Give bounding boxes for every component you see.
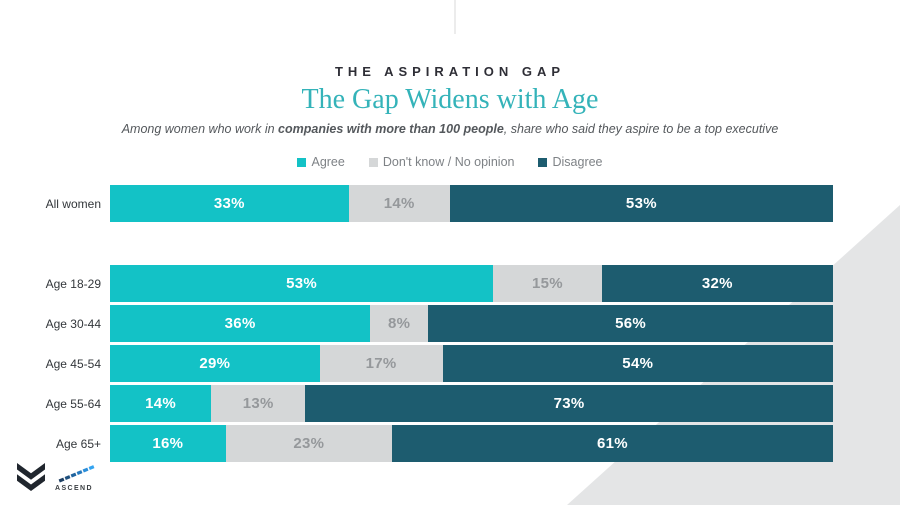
legend-swatch-icon (297, 157, 307, 167)
bar-segment: 15% (493, 265, 602, 302)
bar-segment: 54% (442, 345, 833, 382)
bar-segment: 23% (225, 425, 392, 462)
bar-group: 29% 17% 54% (110, 345, 833, 382)
bar-segment: 56% (428, 305, 833, 342)
bar-segment: 17% (319, 345, 443, 382)
bar-segment: 36% (110, 305, 371, 342)
bar-group: 33% 14% 53% (110, 185, 833, 222)
legend-swatch-icon (538, 157, 548, 167)
bar-row: All women 33% 14% 53% (0, 185, 900, 222)
value-label: 61% (596, 435, 628, 452)
value-label: 23% (293, 435, 325, 452)
bar-segment: 32% (601, 265, 833, 302)
morning-consult-logo-icon (17, 463, 45, 491)
subtitle-prefix: Among women who work in (121, 122, 279, 136)
value-label: 8% (388, 315, 411, 332)
bar-group: 16% 23% 61% (110, 425, 833, 462)
value-label: 15% (531, 275, 563, 292)
legend-label: Disagree (552, 155, 603, 169)
category-label: Age 55-64 (45, 396, 101, 411)
legend-swatch-icon (368, 157, 378, 167)
legend-label: Don't know / No opinion (382, 155, 515, 169)
top-divider-line (454, 0, 456, 34)
legend: Agree Don't know / No opinion Disagree (0, 155, 900, 169)
category-label: Age 45-54 (45, 356, 101, 371)
bar-group: 36% 8% 56% (110, 305, 833, 342)
value-label: 56% (615, 315, 646, 332)
value-label: 54% (622, 355, 654, 372)
bar-group: 14% 13% 73% (110, 385, 833, 422)
value-label: 73% (553, 395, 585, 412)
eyebrow-title: THE ASPIRATION GAP (334, 64, 566, 79)
category-label: Age 18-29 (45, 276, 101, 291)
bar-segment: 53% (449, 185, 833, 222)
bar-segment: 53% (110, 265, 494, 302)
bar-segment: 8% (370, 305, 429, 342)
bar-segment: 73% (305, 385, 833, 422)
bar-segment: 13% (211, 385, 306, 422)
value-label: 33% (213, 195, 245, 212)
value-label: 14% (383, 195, 415, 212)
value-label: 17% (365, 355, 397, 372)
legend-item: Don't know / No opinion (368, 155, 515, 169)
value-label: 13% (242, 395, 274, 412)
value-label: 16% (152, 435, 184, 452)
value-label: 29% (199, 355, 231, 372)
subtitle-bold: companies with more than 100 people (278, 122, 504, 136)
ascend-logo-text: ASCEND (55, 485, 93, 492)
subtitle-suffix: , share who said they aspire to be a top… (503, 122, 779, 136)
category-label: Age 65+ (55, 436, 101, 451)
bar-row: Age 18-29 53% 15% 32% (0, 265, 900, 302)
value-label: 32% (701, 275, 733, 292)
bar-row: Age 65+ 16% 23% 61% (0, 425, 900, 462)
bar-segment: 14% (348, 185, 450, 222)
bar-row: Age 45-54 29% 17% 54% (0, 345, 900, 382)
bar-segment: 16% (110, 425, 226, 462)
chart-subtitle: Among women who work in companies with m… (0, 122, 900, 136)
value-label: 36% (224, 315, 256, 332)
legend-item: Disagree (538, 155, 603, 169)
bar-segment: 33% (110, 185, 349, 222)
legend-label: Agree (311, 155, 345, 169)
legend-item: Agree (297, 155, 345, 169)
value-label: 53% (625, 195, 657, 212)
bar-segment: 29% (110, 345, 320, 382)
bar-segment: 61% (391, 425, 833, 462)
value-label: 53% (286, 275, 318, 292)
bar-group: 53% 15% 32% (110, 265, 833, 302)
bar-row: Age 55-64 14% 13% 73% (0, 385, 900, 422)
stacked-bar-chart: All women 33% 14% 53% Age 18-29 53% 15% 32% Age … (0, 185, 900, 465)
chart-title: The Gap Widens with Age (301, 84, 599, 115)
bar-row: Age 30-44 36% 8% 56% (0, 305, 900, 342)
category-label: All women (45, 196, 101, 211)
value-label: 14% (145, 395, 177, 412)
ascend-steps-icon (58, 465, 95, 483)
category-label: Age 30-44 (45, 316, 101, 331)
ascend-logo: ASCEND (55, 464, 96, 492)
footer-logos: ASCEND (17, 462, 96, 492)
bar-segment: 14% (110, 385, 212, 422)
